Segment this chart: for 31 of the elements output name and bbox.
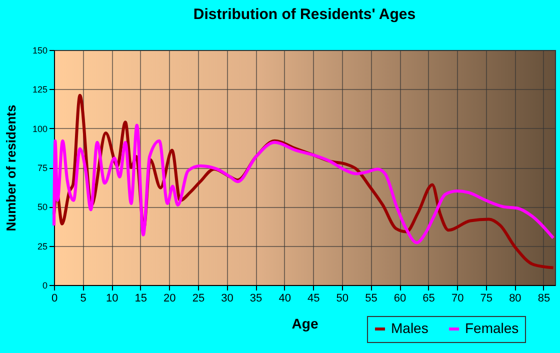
x-tick-label: 45 bbox=[308, 292, 320, 304]
x-axis-title: Age bbox=[292, 316, 318, 332]
y-tick-label: 50 bbox=[37, 202, 48, 212]
y-tick-label: 75 bbox=[37, 163, 48, 173]
chart-title: Distribution of Residents' Ages bbox=[193, 6, 416, 23]
x-tick-label: 40 bbox=[278, 292, 291, 304]
x-tick-label: 20 bbox=[164, 292, 176, 304]
y-tick-label: 150 bbox=[32, 46, 48, 56]
y-tick-label: 100 bbox=[32, 124, 48, 134]
x-tick-label: 65 bbox=[422, 292, 435, 304]
x-tick-label: 55 bbox=[365, 292, 378, 304]
line-series bbox=[52, 124, 555, 244]
legend-label: Males bbox=[391, 320, 428, 336]
x-tick-label: 10 bbox=[106, 292, 118, 304]
y-tick-label: 25 bbox=[37, 241, 48, 252]
y-tick-label: 0 bbox=[42, 280, 48, 290]
x-tick-label: 5 bbox=[80, 292, 86, 304]
x-tick-label: 15 bbox=[134, 292, 148, 304]
x-tick-label: 70 bbox=[451, 292, 464, 304]
x-tick-label: 35 bbox=[250, 292, 262, 304]
x-tick-label: 75 bbox=[480, 292, 493, 304]
x-tick-label: 80 bbox=[509, 292, 522, 304]
legend-label: Females bbox=[465, 320, 519, 336]
y-tick-label: 125 bbox=[32, 84, 48, 95]
x-tick-label: 0 bbox=[51, 292, 58, 304]
y-axis-title: Number of residents bbox=[3, 104, 18, 232]
x-tick-label: 85 bbox=[538, 292, 550, 304]
x-tick-label: 50 bbox=[336, 292, 349, 304]
x-tick-label: 60 bbox=[394, 292, 406, 304]
x-tick-label: 30 bbox=[221, 292, 234, 304]
x-tick-label: 25 bbox=[192, 292, 205, 304]
